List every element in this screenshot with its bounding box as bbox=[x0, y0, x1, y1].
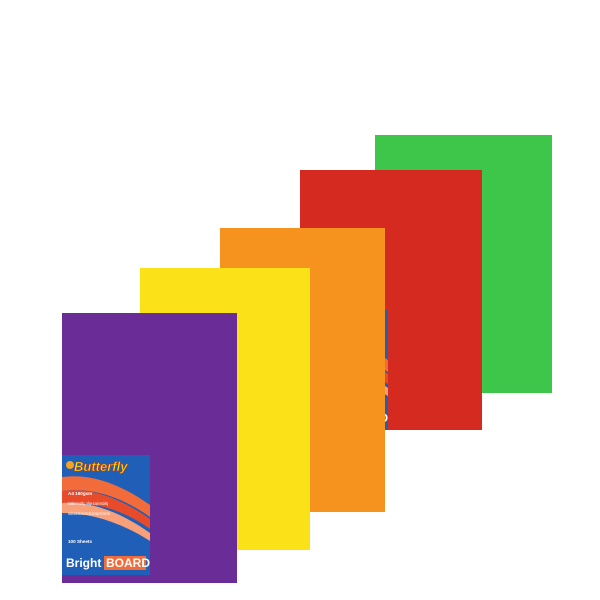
use: Suitable for crafting, collage & paper m… bbox=[68, 501, 108, 506]
swoosh bbox=[62, 502, 150, 541]
name-first: Bright bbox=[66, 556, 101, 570]
count: 100 Sheets bbox=[68, 539, 92, 544]
name-second: BOARD bbox=[106, 556, 150, 570]
spec: A4 160gsm bbox=[68, 491, 92, 496]
name-highlight bbox=[104, 556, 146, 570]
brand: Butterfly bbox=[74, 459, 128, 474]
swoosh bbox=[62, 490, 150, 529]
swoosh bbox=[62, 476, 150, 517]
label-card: Butterfly A4 160gsm Suitable for crafting,… bbox=[62, 455, 150, 575]
butterfly-icon bbox=[66, 461, 74, 469]
colours: Available colours: Black, Blue, Green, R… bbox=[68, 511, 110, 516]
boards: Butterfly A4 160gsm Suitable for crafting,… bbox=[62, 135, 552, 583]
board: Butterfly A4 160gsm Suitable for crafting,… bbox=[62, 313, 237, 583]
